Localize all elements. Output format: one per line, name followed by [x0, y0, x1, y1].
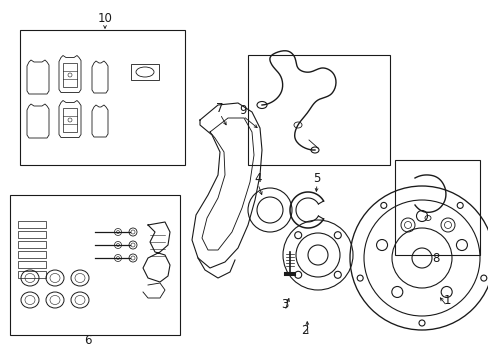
Text: 4: 4 [254, 171, 261, 185]
Text: 5: 5 [313, 171, 320, 185]
Text: 3: 3 [281, 298, 288, 311]
Text: 7: 7 [216, 102, 224, 114]
Bar [18, 221, 46, 228]
Bar [18, 251, 46, 258]
Bar [18, 271, 46, 278]
Bar [18, 231, 46, 238]
Bar [63, 108, 77, 132]
Text: 2: 2 [301, 324, 308, 337]
Text: 9: 9 [239, 104, 246, 117]
Bar [63, 63, 77, 87]
Bar [10, 195, 180, 335]
Bar [20, 30, 184, 165]
Bar [18, 241, 46, 248]
Bar [18, 261, 46, 268]
Bar [247, 55, 389, 165]
Text: 1: 1 [442, 293, 450, 306]
Text: 8: 8 [431, 252, 439, 265]
Text: 10: 10 [98, 12, 112, 24]
Text: 6: 6 [84, 333, 92, 346]
Bar [394, 160, 479, 255]
